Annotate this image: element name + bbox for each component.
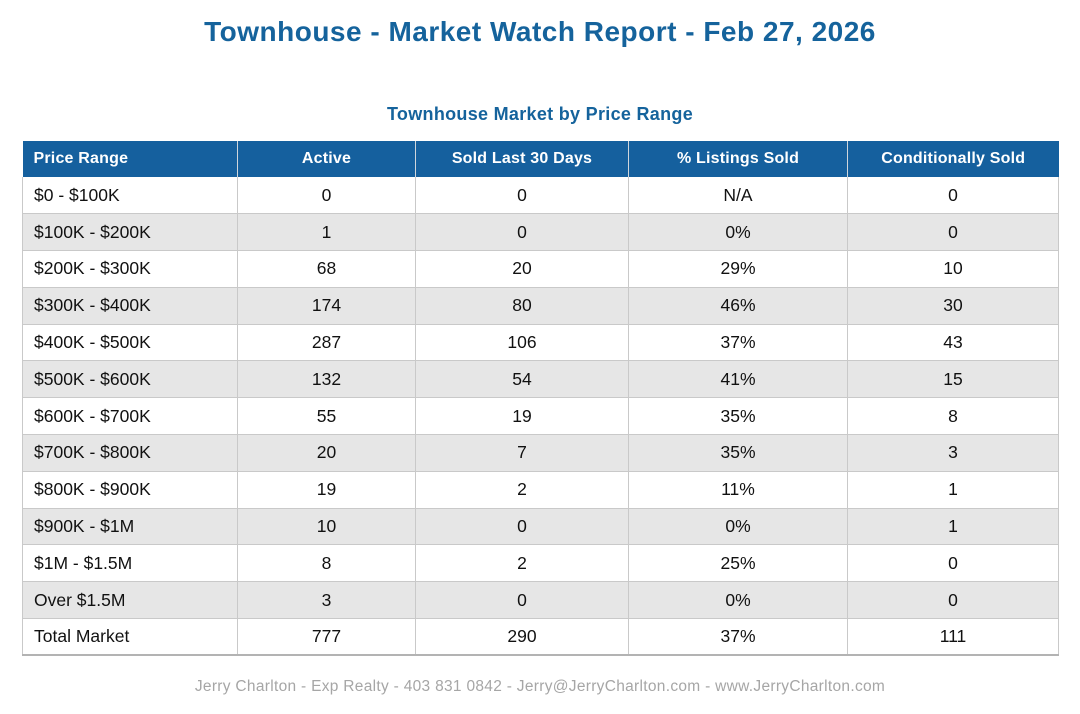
table-row: Total Market 777 290 37% 111: [22, 618, 1059, 657]
value-cell: 10: [237, 508, 416, 546]
value-cell: 8: [847, 397, 1059, 436]
table-row: $400K - $500K 287 106 37% 43: [22, 324, 1059, 362]
value-cell: 0: [847, 213, 1059, 252]
value-cell: 0: [415, 177, 629, 215]
price-range-cell: $200K - $300K: [22, 250, 238, 288]
market-table-container: Price Range Active Sold Last 30 Days% List…: [22, 141, 1059, 657]
value-cell: 287: [237, 324, 416, 362]
column-header-listings-sold: % Listings Sold: [628, 141, 848, 177]
price-range-cell: $1M - $1.5M: [22, 544, 238, 583]
value-cell: 43: [847, 324, 1059, 362]
value-cell: 20: [415, 250, 629, 288]
value-cell: 8: [237, 544, 416, 583]
value-cell: 0%: [628, 508, 848, 546]
table-row: $900K - $1M 10 0 0% 1: [22, 508, 1059, 546]
value-cell: 0: [847, 544, 1059, 583]
price-range-cell: Total Market: [22, 618, 238, 657]
value-cell: 111: [847, 618, 1059, 657]
value-cell: 80: [415, 287, 629, 325]
table-header-row: Price Range Active Sold Last 30 Days% List…: [22, 141, 1059, 177]
price-range-cell: $800K - $900K: [22, 471, 238, 509]
value-cell: 46%: [628, 287, 848, 325]
value-cell: 55: [237, 397, 416, 436]
value-cell: 68: [237, 250, 416, 288]
table-row: $500K - $600K 132 54 41% 15: [22, 360, 1059, 399]
value-cell: 35%: [628, 397, 848, 436]
price-range-cell: $700K - $800K: [22, 434, 238, 472]
column-header-price-range: Price Range: [22, 141, 238, 177]
value-cell: 0: [237, 177, 416, 215]
table-row: $200K - $300K 68 20 29% 10: [22, 250, 1059, 288]
table-row: Over $1.5M 3 0 0% 0: [22, 581, 1059, 620]
value-cell: 290: [415, 618, 629, 657]
value-cell: 1: [237, 213, 416, 252]
value-cell: 3: [847, 434, 1059, 472]
price-range-cell: $100K - $200K: [22, 213, 238, 252]
value-cell: 19: [237, 471, 416, 509]
value-cell: 0: [415, 508, 629, 546]
value-cell: 0%: [628, 581, 848, 620]
table-row: $700K - $800K 20 7 35% 3: [22, 434, 1059, 472]
value-cell: 19: [415, 397, 629, 436]
price-range-cell: $400K - $500K: [22, 324, 238, 362]
value-cell: 1: [847, 508, 1059, 546]
price-range-cell: Over $1.5M: [22, 581, 238, 620]
price-range-cell: $900K - $1M: [22, 508, 238, 546]
value-cell: 2: [415, 544, 629, 583]
column-header-conditionally-sold: Conditionally Sold: [847, 141, 1059, 177]
value-cell: N/A: [628, 177, 848, 215]
table-body: $0 - $100K 0 0 N/A 0 $100K - $200K 1 0 0% 0 $200K …: [22, 177, 1059, 657]
value-cell: 0: [415, 581, 629, 620]
table-header: Price Range Active Sold Last 30 Days% List…: [22, 141, 1059, 177]
value-cell: 0%: [628, 213, 848, 252]
price-range-cell: $300K - $400K: [22, 287, 238, 325]
column-header-active: Active: [237, 141, 416, 177]
value-cell: 37%: [628, 618, 848, 657]
column-header-sold-last-30-days: Sold Last 30 Days: [415, 141, 629, 177]
value-cell: 106: [415, 324, 629, 362]
value-cell: 15: [847, 360, 1059, 399]
value-cell: 0: [847, 177, 1059, 215]
value-cell: 777: [237, 618, 416, 657]
value-cell: 3: [237, 581, 416, 620]
value-cell: 10: [847, 250, 1059, 288]
table-title: Townhouse Market by Price Range: [386, 104, 694, 124]
price-range-cell: $0 - $100K: [22, 177, 238, 215]
value-cell: 0: [847, 581, 1059, 620]
table-row: $0 - $100K 0 0 N/A 0: [22, 177, 1059, 215]
table-row: $600K - $700K 55 19 35% 8: [22, 397, 1059, 436]
value-cell: 7: [415, 434, 629, 472]
value-cell: 35%: [628, 434, 848, 472]
value-cell: 174: [237, 287, 416, 325]
value-cell: 30: [847, 287, 1059, 325]
page-title: Townhouse - Market Watch Report - Feb 27…: [204, 16, 876, 47]
value-cell: 41%: [628, 360, 848, 399]
value-cell: 2: [415, 471, 629, 509]
value-cell: 132: [237, 360, 416, 399]
price-range-table: Price Range Active Sold Last 30 Days% List…: [22, 141, 1059, 657]
value-cell: 1: [847, 471, 1059, 509]
table-row: $800K - $900K 19 2 11% 1: [22, 471, 1059, 509]
value-cell: 20: [237, 434, 416, 472]
value-cell: 29%: [628, 250, 848, 288]
table-row: $1M - $1.5M 8 2 25% 0: [22, 544, 1059, 583]
table-row: $100K - $200K 1 0 0% 0: [22, 213, 1059, 252]
contact-footer: Jerry Charlton - Exp Realty - 403 831 08…: [194, 678, 886, 696]
value-cell: 37%: [628, 324, 848, 362]
price-range-cell: $500K - $600K: [22, 360, 238, 399]
value-cell: 54: [415, 360, 629, 399]
value-cell: 11%: [628, 471, 848, 509]
value-cell: 0: [415, 213, 629, 252]
table-row: $300K - $400K 174 80 46% 30: [22, 287, 1059, 325]
value-cell: 25%: [628, 544, 848, 583]
price-range-cell: $600K - $700K: [22, 397, 238, 436]
